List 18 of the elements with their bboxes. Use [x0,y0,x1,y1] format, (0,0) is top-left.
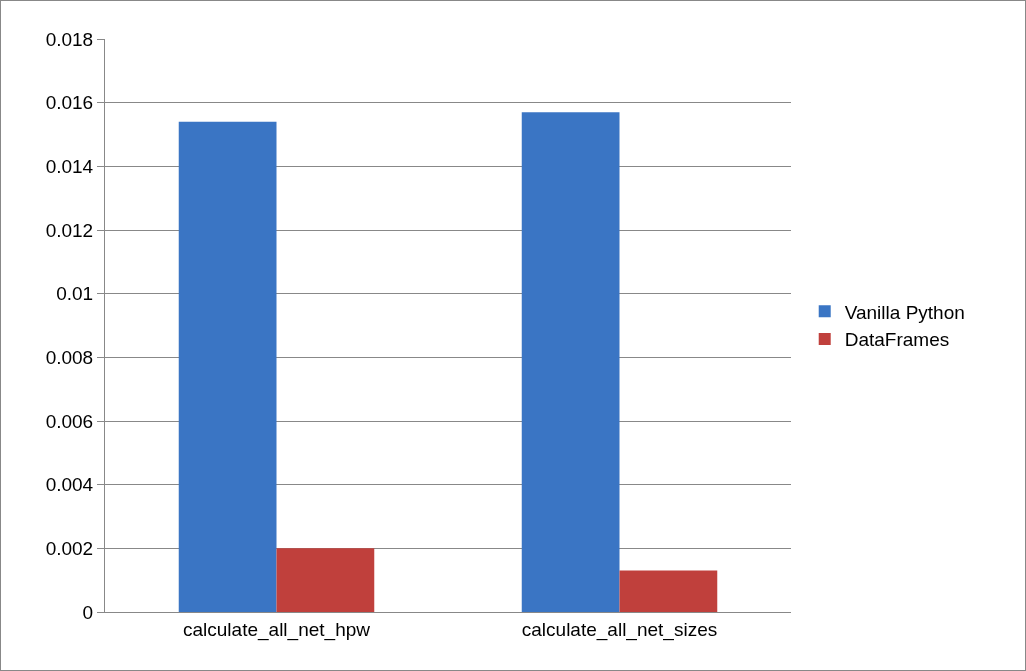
y-tick-label: 0.012 [45,219,94,241]
y-tick-label: 0.004 [45,474,94,496]
x-tick-label: calculate_all_net_hpw [183,618,371,641]
bar [521,112,620,612]
legend-label: DataFrames [844,329,950,351]
y-tick-label: 0.016 [45,92,94,114]
y-tick-label: 0.008 [45,346,94,368]
legend-label: Vanilla Python [844,301,965,323]
y-tick-label: 0.006 [45,410,94,432]
y-tick-label: 0.018 [45,28,94,50]
y-tick-label: 0.002 [45,537,94,559]
x-tick-label: calculate_all_net_sizes [521,618,718,641]
y-tick-label: 0.014 [45,155,94,177]
y-tick-label: 0.01 [56,283,94,305]
bar [276,548,375,612]
y-tick-label: 0 [82,601,94,623]
bar [619,570,718,612]
bar [178,121,277,612]
